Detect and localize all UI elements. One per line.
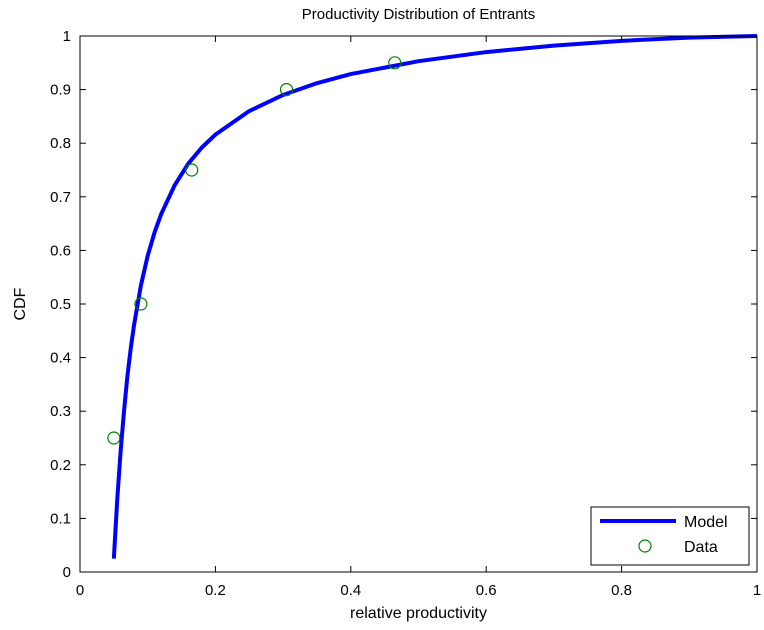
y-tick-label: 0 — [63, 564, 71, 581]
legend: Model Data — [590, 506, 750, 566]
y-tick-label: 0.2 — [50, 457, 71, 474]
x-tick-label: 0 — [76, 582, 84, 599]
chart-title: Productivity Distribution of Entrants — [302, 6, 535, 23]
y-tick-label: 0.4 — [50, 350, 71, 367]
x-tick-label: 0.4 — [340, 582, 361, 599]
y-tick-label: 0.1 — [50, 510, 71, 527]
y-tick-label: 0.7 — [50, 189, 71, 206]
x-tick-label: 0.6 — [476, 582, 497, 599]
y-tick-label: 0.9 — [50, 82, 71, 99]
y-tick-label: 1 — [63, 28, 71, 45]
data-point — [134, 297, 148, 311]
x-tick-label: 1 — [753, 582, 761, 599]
data-point — [185, 163, 199, 177]
plot-background — [80, 36, 757, 572]
model-line — [111, 34, 758, 559]
legend-data-label: Data — [684, 539, 718, 556]
y-tick-label: 0.3 — [50, 403, 71, 420]
y-tick-label: 0.6 — [50, 242, 71, 259]
legend-data-marker — [638, 539, 652, 553]
y-tick-label: 0.5 — [50, 296, 71, 313]
legend-box — [590, 506, 750, 566]
y-tick-label: 0.8 — [50, 135, 71, 152]
data-point — [388, 56, 402, 70]
plot-area — [107, 34, 758, 559]
data-point — [279, 82, 294, 97]
y-axis-title: CDF — [12, 287, 29, 320]
x-tick-label: 0.2 — [205, 582, 226, 599]
data-point — [107, 431, 121, 445]
x-tick-label: 0.8 — [611, 582, 632, 599]
legend-model-label: Model — [684, 514, 728, 531]
x-axis-title: relative productivity — [350, 605, 487, 622]
